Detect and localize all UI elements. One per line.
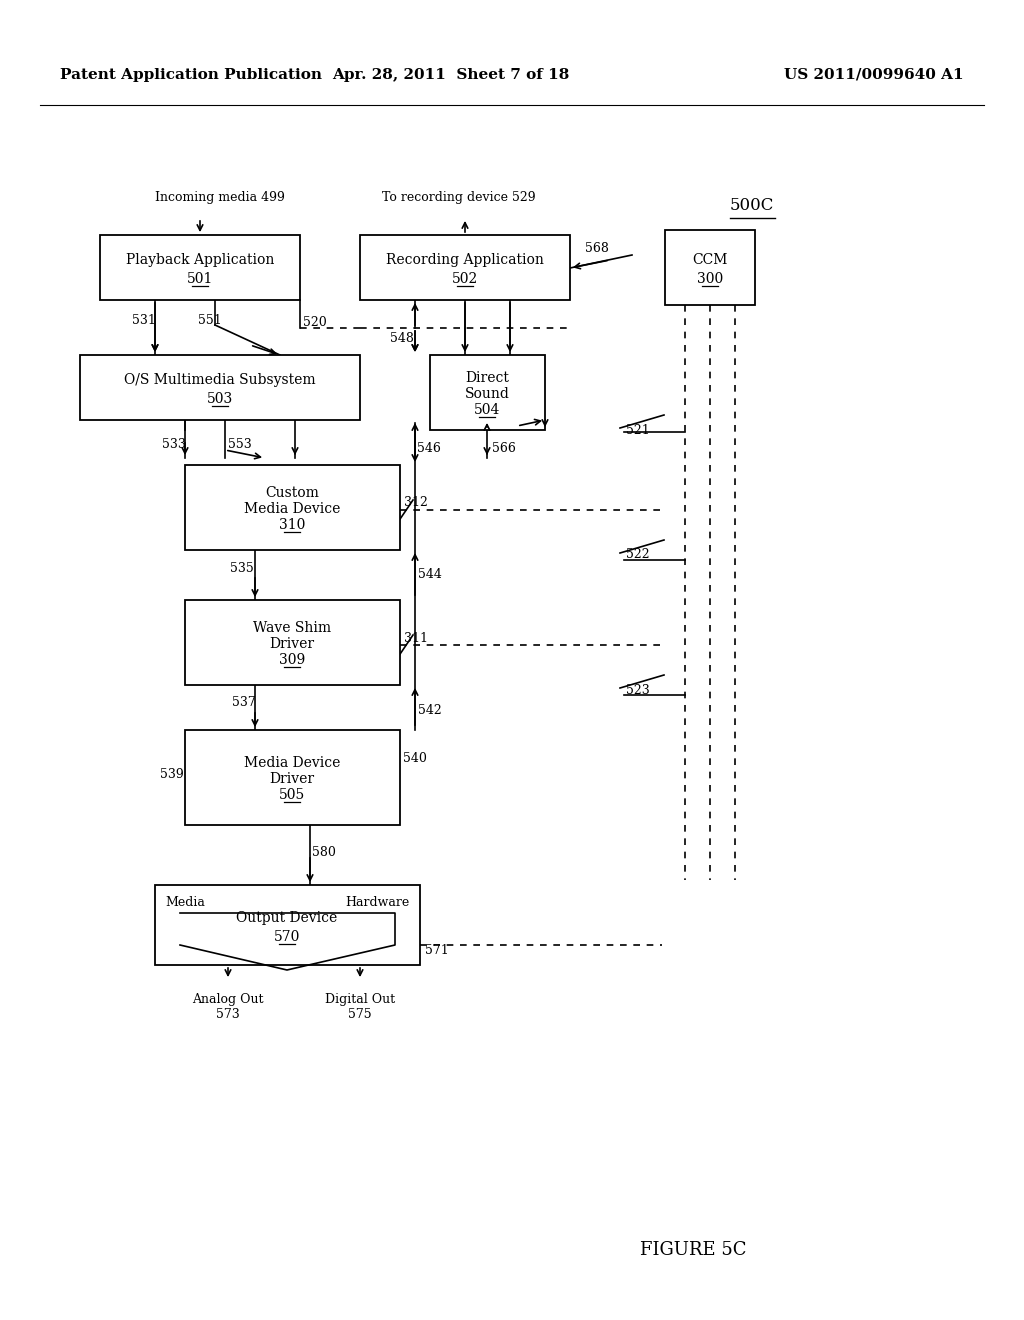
Text: 542: 542 — [418, 704, 441, 717]
Text: 573: 573 — [216, 1008, 240, 1022]
Bar — [665, 230, 755, 305]
Text: 566: 566 — [492, 441, 516, 454]
Text: Direct: Direct — [465, 371, 509, 385]
Text: 553: 553 — [228, 438, 252, 451]
Text: Driver: Driver — [269, 772, 314, 785]
Text: To recording device 529: To recording device 529 — [382, 191, 536, 205]
Text: 575: 575 — [348, 1008, 372, 1022]
Bar — [185, 601, 400, 685]
Text: Wave Shim: Wave Shim — [253, 620, 331, 635]
Text: O/S Multimedia Subsystem: O/S Multimedia Subsystem — [124, 374, 315, 387]
Text: 505: 505 — [279, 788, 305, 803]
Text: 312: 312 — [404, 496, 428, 510]
Text: 501: 501 — [186, 272, 213, 286]
Text: 568: 568 — [585, 242, 609, 255]
Text: 311: 311 — [404, 631, 428, 644]
Text: Recording Application: Recording Application — [386, 253, 544, 267]
Text: Driver: Driver — [269, 638, 314, 651]
Text: 535: 535 — [230, 561, 254, 574]
Text: 539: 539 — [160, 768, 183, 781]
Text: 571: 571 — [425, 944, 449, 957]
Bar — [80, 355, 360, 420]
Text: Playback Application: Playback Application — [126, 253, 274, 267]
Text: 522: 522 — [626, 549, 649, 561]
Text: 523: 523 — [626, 684, 650, 697]
Text: 520: 520 — [303, 317, 327, 330]
Text: 570: 570 — [273, 931, 300, 944]
Text: 548: 548 — [390, 331, 414, 345]
Text: 521: 521 — [626, 424, 650, 437]
Text: 531: 531 — [132, 314, 156, 326]
Text: 500C: 500C — [730, 197, 774, 214]
Text: 540: 540 — [403, 751, 427, 764]
Text: Custom: Custom — [265, 486, 318, 500]
Text: 580: 580 — [312, 846, 336, 858]
Bar — [430, 355, 545, 430]
Text: 551: 551 — [198, 314, 222, 326]
Bar — [185, 465, 400, 550]
Text: Analog Out: Analog Out — [193, 994, 264, 1006]
Text: US 2011/0099640 A1: US 2011/0099640 A1 — [784, 69, 964, 82]
Text: 502: 502 — [452, 272, 478, 286]
Text: FIGURE 5C: FIGURE 5C — [640, 1241, 746, 1259]
Text: Apr. 28, 2011  Sheet 7 of 18: Apr. 28, 2011 Sheet 7 of 18 — [332, 69, 569, 82]
Text: Media Device: Media Device — [244, 502, 340, 516]
Text: Media Device: Media Device — [244, 756, 340, 770]
Text: 537: 537 — [232, 697, 256, 710]
Text: 533: 533 — [162, 438, 186, 451]
Text: 546: 546 — [417, 441, 441, 454]
Bar — [155, 884, 420, 965]
Bar — [360, 235, 570, 300]
Text: 544: 544 — [418, 569, 442, 582]
Text: Hardware: Hardware — [346, 896, 410, 909]
Text: 309: 309 — [279, 653, 305, 667]
Text: 503: 503 — [207, 392, 233, 407]
Text: 300: 300 — [697, 272, 723, 286]
Text: Incoming media 499: Incoming media 499 — [155, 191, 285, 205]
Text: Output Device: Output Device — [237, 911, 338, 925]
Text: Media: Media — [165, 896, 205, 909]
Text: 504: 504 — [474, 403, 500, 417]
Text: CCM: CCM — [692, 253, 728, 267]
Bar — [185, 730, 400, 825]
Text: Digital Out: Digital Out — [325, 994, 395, 1006]
Bar — [100, 235, 300, 300]
Text: Sound: Sound — [465, 387, 509, 401]
Text: 310: 310 — [279, 517, 305, 532]
Text: Patent Application Publication: Patent Application Publication — [60, 69, 322, 82]
